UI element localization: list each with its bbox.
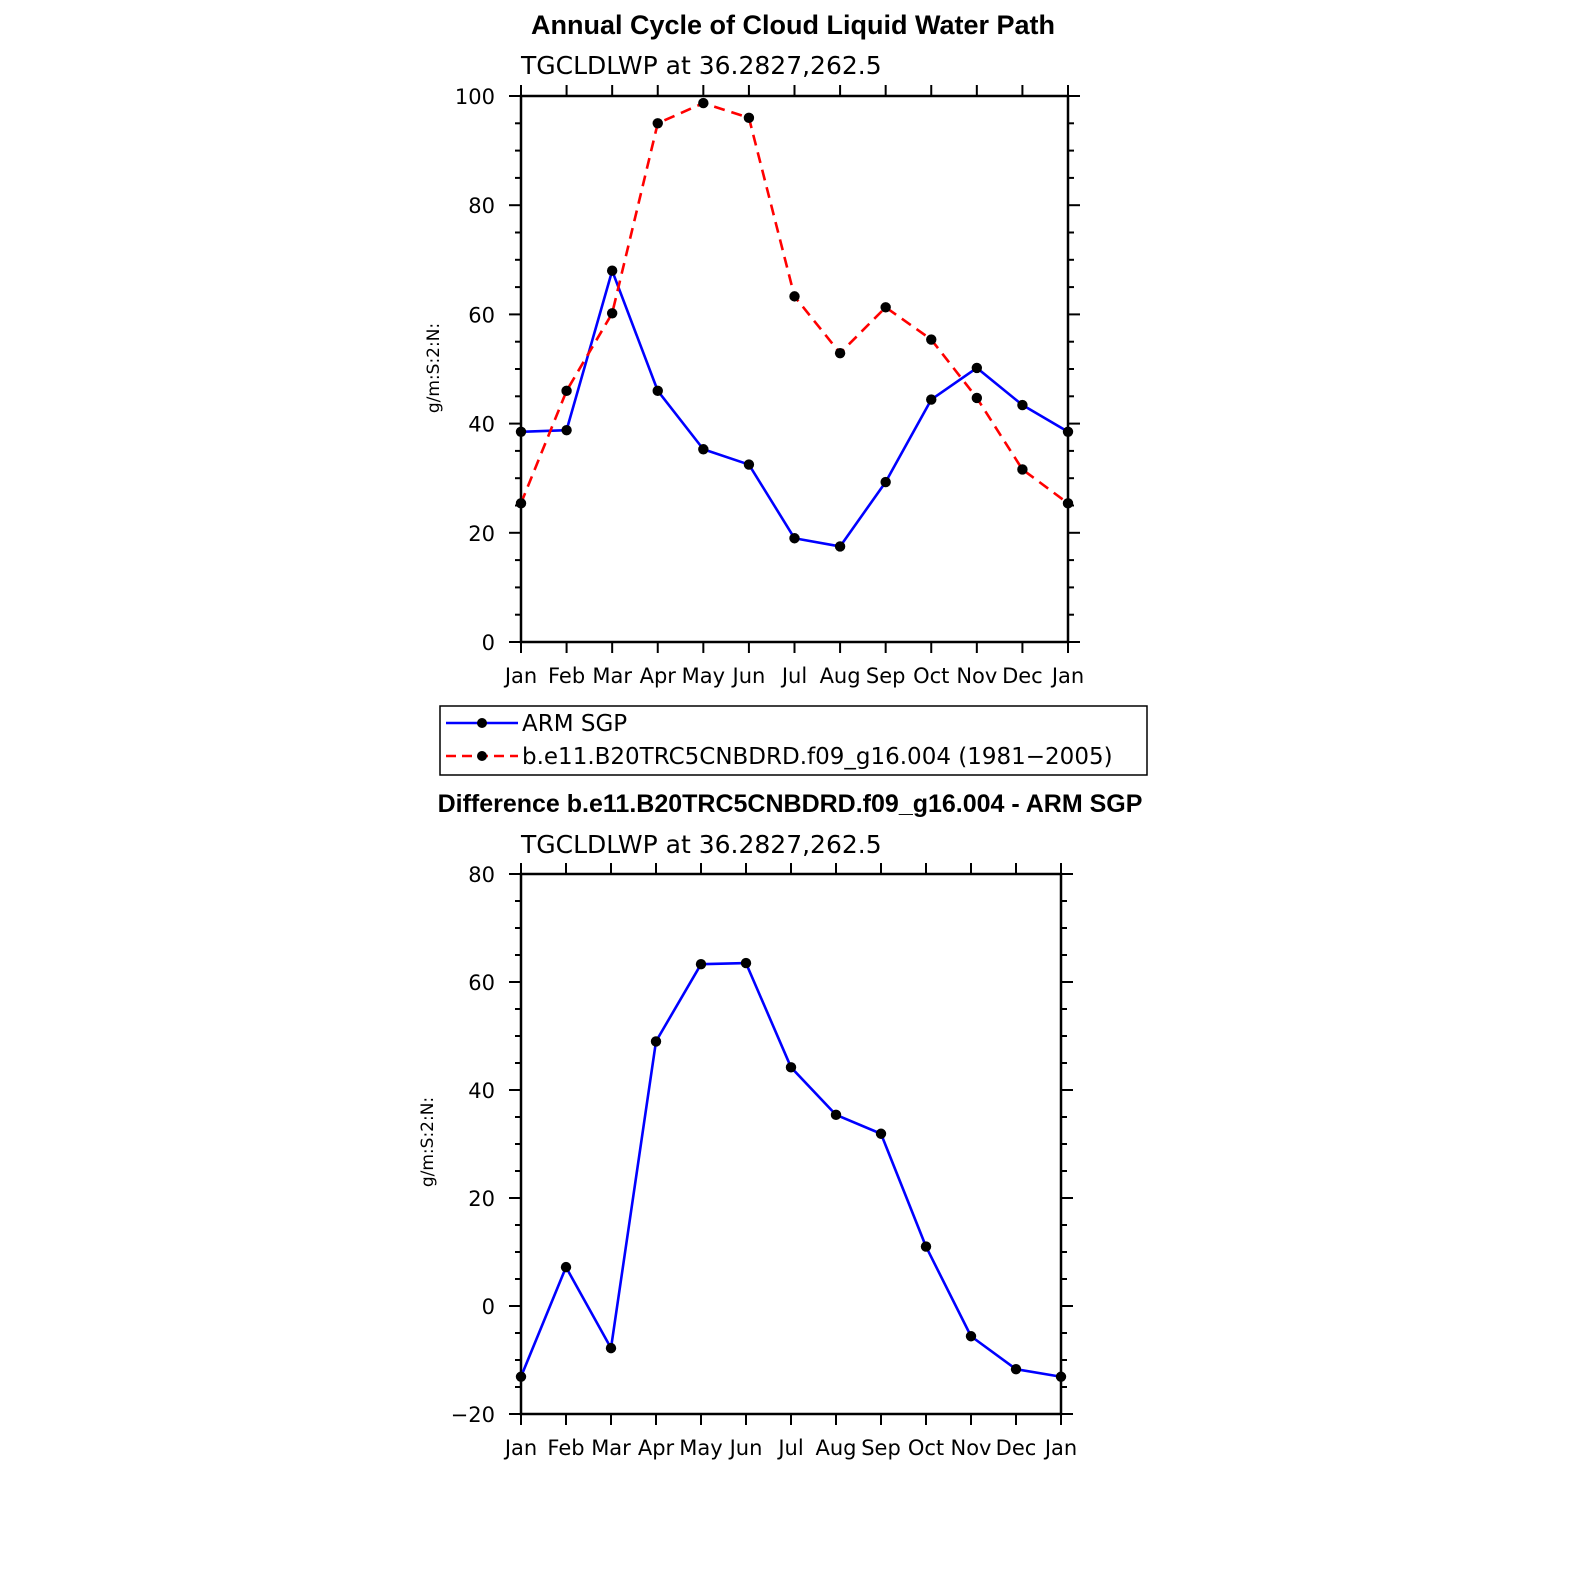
x-tick-label: Oct (913, 664, 949, 688)
plot-frame (519, 94, 1070, 644)
series-0-point (605, 1342, 617, 1354)
x-tick-label: Jun (731, 664, 766, 688)
x-tick-label: Feb (548, 664, 585, 688)
series-1-point (698, 97, 709, 109)
series-1-point (743, 112, 755, 124)
x-tick-label: Oct (908, 1436, 944, 1460)
legend-label-model: b.e11.B20TRC5CNBDRD.f09_g16.004 (1981−20… (522, 744, 1113, 770)
series-0-point (740, 957, 752, 969)
y-tick-label: 40 (468, 1079, 495, 1103)
series-0-point (561, 424, 572, 436)
x-tick-label: Jan (1043, 1436, 1077, 1460)
x-tick-label: Jul (780, 664, 807, 688)
x-tick-label: Sep (866, 664, 906, 688)
series-0-point (875, 1128, 887, 1139)
y-axis-label: g/m:S:2:N: (424, 323, 444, 413)
series-0-point (515, 426, 527, 437)
series-1-point (926, 334, 937, 345)
y-tick-label: 40 (468, 413, 495, 437)
diff-chart-subtitle: TGCLDLWP at 36.2827,262.5 (520, 830, 882, 859)
x-tick-label: May (682, 664, 725, 688)
legend-marker-arm-sgp (477, 718, 487, 728)
x-tick-label: Apr (640, 664, 677, 688)
annual-cycle-chart: Annual Cycle of Cloud Liquid Water Path … (424, 10, 1084, 688)
x-tick-label: Apr (638, 1436, 675, 1460)
series-1-point (515, 498, 527, 509)
series-0-point (695, 958, 707, 970)
series-0-point (606, 265, 618, 276)
series-0-point (965, 1331, 977, 1342)
y-tick-label: 80 (468, 863, 495, 887)
y-tick-label: 0 (482, 631, 495, 655)
series-0-point (920, 1241, 932, 1252)
series-0-point (560, 1261, 572, 1273)
x-tick-label: Dec (1002, 664, 1043, 688)
x-tick-label: Jan (503, 1436, 537, 1460)
chart-subtitle: TGCLDLWP at 36.2827,262.5 (520, 51, 882, 80)
x-tick-label: Nov (951, 1436, 992, 1460)
series-1-point (789, 291, 800, 302)
legend-marker-model (477, 751, 487, 761)
diff-y-axis-label: g/m:S:2:N: (418, 1097, 438, 1187)
series-0-point (650, 1036, 662, 1047)
series-0-point (698, 444, 709, 455)
legend-label-arm-sgp: ARM SGP (522, 711, 627, 737)
series-1-point (834, 347, 846, 359)
y-tick-label: −20 (451, 1403, 495, 1427)
series-line-0 (520, 269, 1069, 548)
series-1-point (880, 302, 891, 313)
x-tick-label: Aug (820, 664, 861, 688)
series-0-point (1055, 1371, 1067, 1382)
y-tick-label: 60 (468, 971, 495, 995)
series-0-point (830, 1109, 842, 1121)
y-tick-label: 20 (468, 522, 495, 546)
series-0-point (1017, 399, 1028, 411)
x-tick-label: Feb (547, 1436, 584, 1460)
series-1-point (1062, 498, 1074, 509)
series-0-point (971, 362, 983, 374)
difference-chart: Difference b.e11.B20TRC5CNBDRD.f09_g16.0… (418, 790, 1142, 1460)
series-0-point (834, 541, 846, 552)
y-tick-label: 60 (468, 303, 495, 327)
series-1-point (1017, 464, 1028, 475)
legend-item-model: b.e11.B20TRC5CNBDRD.f09_g16.004 (1981−20… (446, 744, 1113, 770)
y-tick-label: 100 (455, 85, 495, 109)
chart-title: Annual Cycle of Cloud Liquid Water Path (531, 10, 1055, 40)
series-0-point (743, 459, 755, 470)
x-tick-label: Jun (728, 1436, 763, 1460)
legend: ARM SGP b.e11.B20TRC5CNBDRD.f09_g16.004 … (439, 705, 1148, 776)
x-tick-label: Sep (861, 1436, 901, 1460)
x-tick-label: Mar (591, 1436, 631, 1460)
x-tick-label: Jan (1050, 664, 1084, 688)
legend-box (439, 705, 1148, 776)
series-0-point (1062, 426, 1074, 437)
series-1-point (652, 118, 663, 129)
series-0-point (880, 476, 891, 488)
series-0-point (785, 1062, 797, 1073)
y-tick-label: 20 (468, 1187, 495, 1211)
x-tick-label: Mar (592, 664, 632, 688)
x-tick-label: May (679, 1436, 722, 1460)
series-0-point (515, 1371, 527, 1382)
y-tick-label: 80 (468, 194, 495, 218)
diff-plot-area: −20 0 20 40 60 80 Jan Feb Mar Apr May Jun Jul Aug Sep O… (451, 863, 1077, 1460)
legend-item-arm-sgp: ARM SGP (446, 711, 627, 737)
y-tick-label: 0 (482, 1295, 495, 1319)
x-tick-label: Jan (503, 664, 537, 688)
x-tick-label: Jul (776, 1436, 803, 1460)
series-line-0 (519, 961, 1062, 1379)
series-0-point (652, 385, 663, 397)
series-0-point (1010, 1363, 1022, 1375)
series-0-point (789, 533, 800, 544)
x-tick-label: Nov (956, 664, 997, 688)
series-1-point (971, 392, 983, 404)
x-tick-label: Dec (996, 1436, 1037, 1460)
series-1-point (606, 308, 618, 319)
series-0-point (926, 394, 937, 405)
plot-area: 0 20 40 60 80 100 Jan Feb Mar Apr May Jun Jul Aug Sep O… (455, 85, 1084, 688)
x-tick-label: Aug (815, 1436, 856, 1460)
diff-chart-title: Difference b.e11.B20TRC5CNBDRD.f09_g16.0… (438, 790, 1143, 818)
series-1-point (561, 385, 572, 397)
